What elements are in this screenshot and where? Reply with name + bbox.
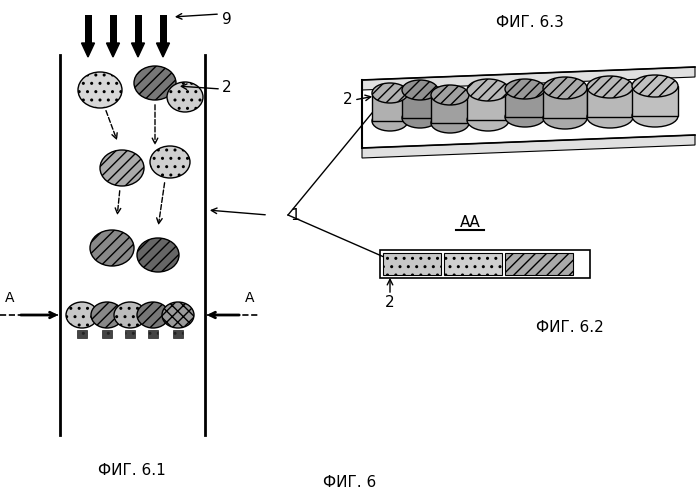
- Ellipse shape: [100, 150, 144, 186]
- Ellipse shape: [91, 302, 123, 328]
- Polygon shape: [372, 93, 408, 121]
- Bar: [159, 15, 166, 43]
- Ellipse shape: [587, 76, 633, 98]
- Bar: [77, 330, 87, 338]
- Ellipse shape: [402, 80, 438, 100]
- Ellipse shape: [632, 75, 678, 97]
- Ellipse shape: [372, 111, 408, 131]
- Ellipse shape: [90, 230, 134, 266]
- Bar: [383, 253, 441, 275]
- Bar: [134, 15, 141, 43]
- Text: ФИГ. 6.2: ФИГ. 6.2: [536, 320, 604, 335]
- Ellipse shape: [134, 66, 176, 100]
- Polygon shape: [467, 90, 509, 120]
- Ellipse shape: [66, 302, 98, 328]
- Polygon shape: [362, 67, 695, 90]
- Polygon shape: [131, 43, 145, 57]
- Ellipse shape: [505, 79, 545, 99]
- Ellipse shape: [137, 302, 169, 328]
- Polygon shape: [106, 43, 120, 57]
- Ellipse shape: [167, 82, 203, 112]
- Text: ФИГ. 6.3: ФИГ. 6.3: [496, 15, 564, 30]
- Text: 1: 1: [290, 208, 300, 222]
- Text: 2: 2: [222, 80, 231, 96]
- Polygon shape: [402, 90, 438, 118]
- Text: ФИГ. 6.1: ФИГ. 6.1: [98, 463, 166, 478]
- Bar: [380, 250, 590, 278]
- Ellipse shape: [402, 108, 438, 128]
- Bar: [505, 253, 573, 275]
- Polygon shape: [505, 89, 545, 117]
- Ellipse shape: [137, 238, 179, 272]
- Ellipse shape: [543, 77, 587, 99]
- Ellipse shape: [505, 107, 545, 127]
- Polygon shape: [543, 88, 587, 118]
- Text: А: А: [6, 291, 15, 305]
- Polygon shape: [157, 43, 169, 57]
- Bar: [85, 15, 92, 43]
- Ellipse shape: [467, 79, 509, 101]
- Ellipse shape: [431, 85, 469, 105]
- Text: 2: 2: [343, 93, 352, 107]
- Bar: [110, 15, 117, 43]
- Ellipse shape: [632, 105, 678, 127]
- Text: АА: АА: [460, 215, 480, 230]
- Bar: [125, 330, 135, 338]
- Ellipse shape: [150, 146, 190, 178]
- Ellipse shape: [543, 107, 587, 129]
- Bar: [102, 330, 112, 338]
- Ellipse shape: [431, 113, 469, 133]
- Ellipse shape: [162, 302, 194, 328]
- Ellipse shape: [114, 302, 146, 328]
- Text: 2: 2: [385, 295, 395, 310]
- Polygon shape: [362, 135, 695, 158]
- Ellipse shape: [587, 106, 633, 128]
- Polygon shape: [431, 95, 469, 123]
- Polygon shape: [587, 87, 633, 117]
- Ellipse shape: [372, 83, 408, 103]
- Text: 9: 9: [222, 12, 232, 27]
- Ellipse shape: [78, 72, 122, 108]
- Bar: [173, 330, 183, 338]
- Bar: [444, 253, 502, 275]
- Polygon shape: [632, 86, 678, 116]
- Bar: [148, 330, 158, 338]
- Text: ФИГ. 6: ФИГ. 6: [324, 475, 377, 490]
- Text: А: А: [245, 291, 254, 305]
- Polygon shape: [82, 43, 94, 57]
- Ellipse shape: [467, 109, 509, 131]
